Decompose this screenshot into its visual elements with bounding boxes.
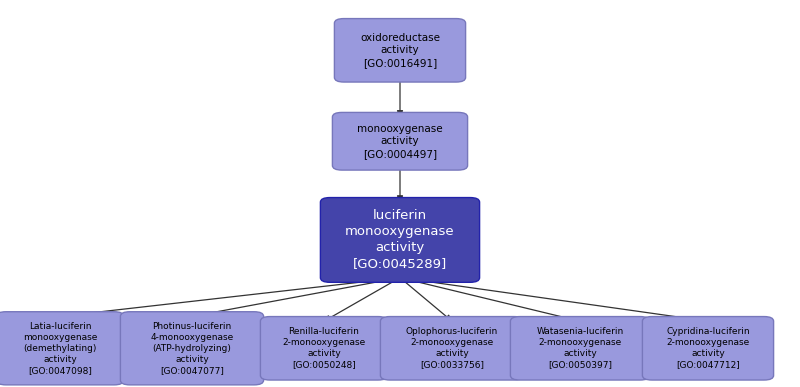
Text: Cypridina-luciferin
2-monooxygenase
activity
[GO:0047712]: Cypridina-luciferin 2-monooxygenase acti…	[666, 327, 750, 370]
FancyBboxPatch shape	[261, 317, 388, 380]
Text: Photinus-luciferin
4-monooxygenase
(ATP-hydrolyzing)
activity
[GO:0047077]: Photinus-luciferin 4-monooxygenase (ATP-…	[150, 322, 234, 375]
Text: Oplophorus-luciferin
2-monooxygenase
activity
[GO:0033756]: Oplophorus-luciferin 2-monooxygenase act…	[406, 327, 498, 370]
Text: monooxygenase
activity
[GO:0004497]: monooxygenase activity [GO:0004497]	[357, 124, 443, 159]
FancyBboxPatch shape	[120, 312, 263, 385]
Text: Latia-luciferin
monooxygenase
(demethylating)
activity
[GO:0047098]: Latia-luciferin monooxygenase (demethyla…	[23, 322, 97, 375]
FancyBboxPatch shape	[642, 317, 774, 380]
FancyBboxPatch shape	[334, 19, 466, 82]
FancyBboxPatch shape	[510, 317, 650, 380]
FancyBboxPatch shape	[320, 198, 479, 283]
Text: Watasenia-luciferin
2-monooxygenase
activity
[GO:0050397]: Watasenia-luciferin 2-monooxygenase acti…	[536, 327, 624, 370]
Text: oxidoreductase
activity
[GO:0016491]: oxidoreductase activity [GO:0016491]	[360, 33, 440, 68]
FancyBboxPatch shape	[333, 112, 467, 170]
Text: luciferin
monooxygenase
activity
[GO:0045289]: luciferin monooxygenase activity [GO:004…	[345, 209, 455, 271]
FancyBboxPatch shape	[0, 312, 123, 385]
Text: Renilla-luciferin
2-monooxygenase
activity
[GO:0050248]: Renilla-luciferin 2-monooxygenase activi…	[282, 327, 366, 370]
FancyBboxPatch shape	[380, 317, 523, 380]
